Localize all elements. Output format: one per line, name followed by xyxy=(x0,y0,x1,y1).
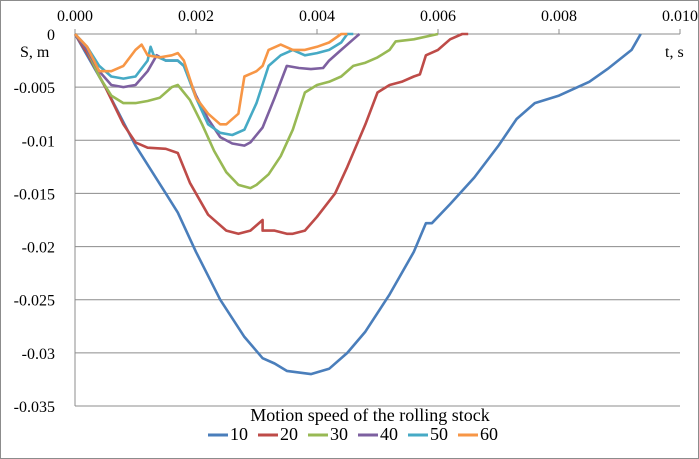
series-line-10 xyxy=(73,33,642,376)
y-tick-label: -0.02 xyxy=(22,240,55,257)
legend-label-50: 50 xyxy=(430,424,448,444)
series-line-20 xyxy=(73,32,469,236)
x-tick-label: 0.010 xyxy=(662,8,698,25)
legend-label-20: 20 xyxy=(280,424,298,444)
y-tick-labels: 0 -0.005 -0.01 -0.015 -0.02 -0.025 -0.03 -0.035 xyxy=(14,27,55,416)
x-tick-label: 0.006 xyxy=(420,8,456,25)
x-tick-label: 0.000 xyxy=(57,8,93,25)
legend-label-40: 40 xyxy=(380,424,398,444)
series-line-40 xyxy=(73,33,361,147)
y-tick-label: -0.01 xyxy=(22,133,55,150)
y-tick-label: -0.03 xyxy=(22,346,55,363)
x-tick-label: 0.002 xyxy=(178,8,214,25)
legend-items: 10 20 30 40 50 60 xyxy=(208,424,498,444)
series-lines xyxy=(73,32,642,376)
y-tick-label: -0.015 xyxy=(14,186,55,203)
x-tick-label: 0.004 xyxy=(299,8,335,25)
y-tick-label: -0.025 xyxy=(14,293,55,310)
legend: Motion speed of the rolling stock 10 20 30… xyxy=(208,405,498,444)
y-tick-label: -0.005 xyxy=(14,80,55,97)
legend-label-10: 10 xyxy=(230,424,248,444)
x-axis-label: t, s xyxy=(665,44,684,61)
y-tick-label: -0.035 xyxy=(14,399,55,416)
gridlines xyxy=(75,86,680,407)
legend-label-60: 60 xyxy=(480,424,498,444)
y-tick-label: 0 xyxy=(47,27,55,44)
axes xyxy=(74,29,681,406)
series-line-50 xyxy=(74,32,354,137)
series-line-30 xyxy=(73,32,439,190)
y-axis-label: S, m xyxy=(20,44,50,61)
x-tick-labels: 0.000 0.002 0.004 0.006 0.008 0.010 xyxy=(57,8,698,25)
legend-title: Motion speed of the rolling stock xyxy=(250,405,489,425)
legend-label-30: 30 xyxy=(330,424,348,444)
series-line-60 xyxy=(74,32,348,126)
x-tick-label: 0.008 xyxy=(541,8,577,25)
